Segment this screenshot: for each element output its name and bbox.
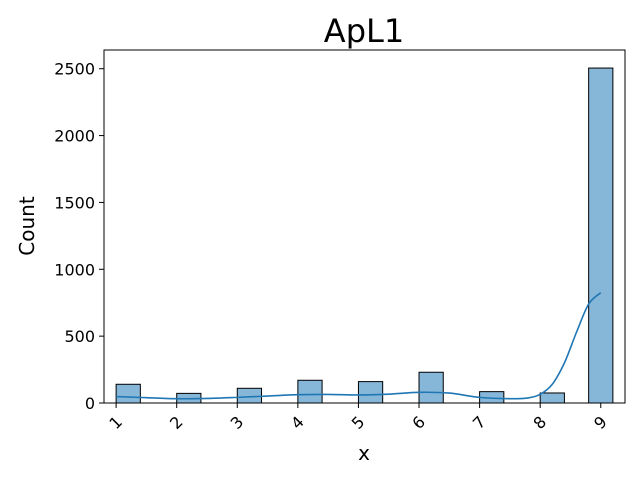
x-tick-label: 3 bbox=[227, 412, 248, 433]
kde-curve bbox=[116, 292, 602, 400]
y-tick-label: 1000 bbox=[54, 260, 95, 279]
x-axis-label: x bbox=[358, 441, 370, 465]
bar-5 bbox=[357, 381, 384, 404]
bar-6 bbox=[418, 371, 444, 404]
y-tick-label: 2000 bbox=[54, 127, 95, 146]
y-tick-label: 500 bbox=[64, 327, 95, 346]
bar-3 bbox=[236, 387, 263, 404]
bar-9 bbox=[588, 67, 614, 404]
y-tick-label: 2500 bbox=[54, 60, 95, 79]
x-axis: 1 2 3 4 5 6 7 8 9 bbox=[105, 403, 611, 433]
x-tick-label: 6 bbox=[408, 412, 429, 433]
y-tick-label: 1500 bbox=[54, 193, 95, 212]
y-tick-label: 0 bbox=[85, 394, 95, 413]
bar-4 bbox=[297, 379, 323, 404]
bar-8 bbox=[539, 392, 565, 404]
chart-title: ApL1 bbox=[324, 12, 404, 50]
x-tick-label: 9 bbox=[590, 412, 611, 433]
y-axis-label: Count bbox=[15, 196, 39, 256]
x-tick-label: 8 bbox=[530, 412, 551, 433]
x-tick-label: 7 bbox=[469, 412, 490, 433]
y-axis: 0 500 1000 1500 2000 2500 bbox=[54, 60, 104, 413]
plot-frame bbox=[103, 49, 626, 404]
x-tick-label: 4 bbox=[287, 412, 308, 433]
x-tick-label: 1 bbox=[105, 412, 126, 433]
x-tick-label: 5 bbox=[348, 412, 369, 433]
bars-group bbox=[115, 67, 614, 404]
x-tick-label: 2 bbox=[166, 412, 187, 433]
bar-1 bbox=[115, 383, 141, 404]
